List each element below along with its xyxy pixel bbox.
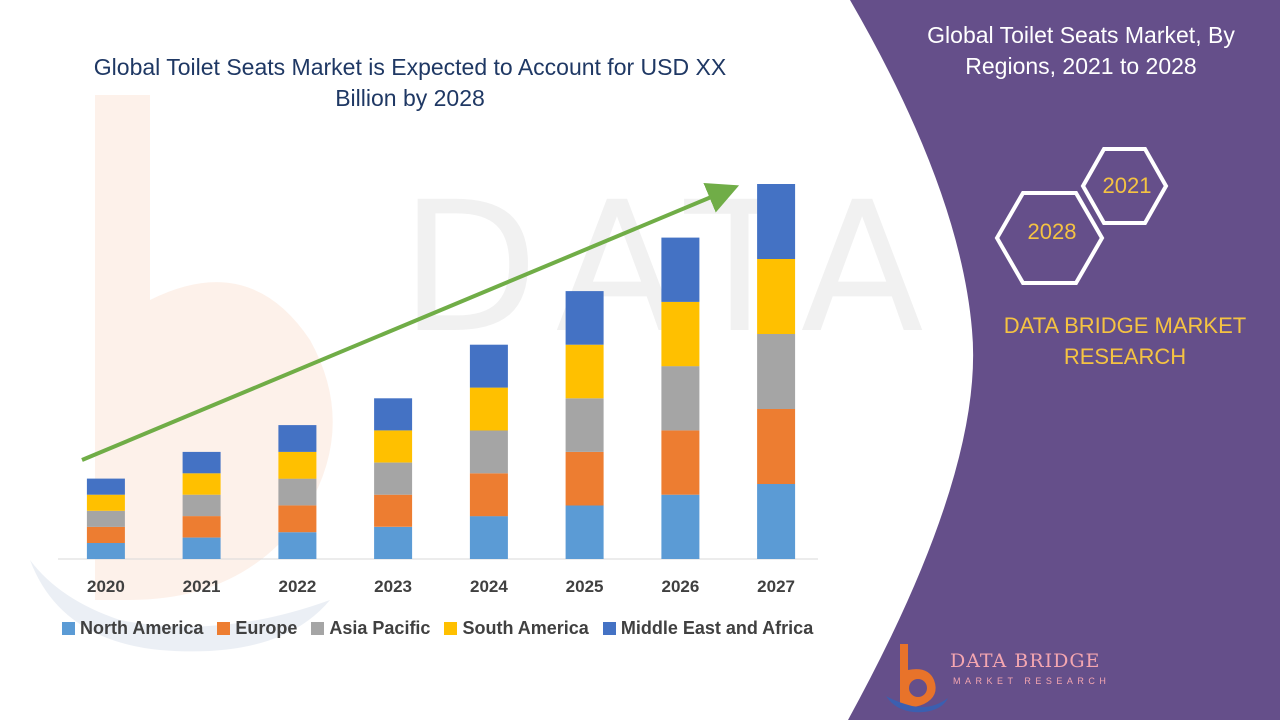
legend-label: South America [462,617,589,638]
bar-2021-series-2 [182,494,221,517]
bar-2025-series-3 [565,344,604,399]
bar-2024-series-1 [469,473,508,517]
hexagon-right-icon [1080,147,1169,225]
bar-2026-series-1 [661,430,700,495]
legend-swatch [217,621,231,635]
bar-2020-series-0 [86,542,125,559]
stacked-bar-chart: 2020 2021 2022 2023 2024 2025 2026 2027 [58,182,818,596]
bar-2026-series-2 [661,366,700,431]
year-hexagons [994,147,1169,285]
bar-2026-series-4 [661,237,700,302]
hex-label-left: 2028 [1027,219,1077,244]
legend-label: Asia Pacific [329,617,431,638]
legend-item: North America [62,618,203,639]
legend-label: Europe [235,617,298,638]
bar-2022-series-0 [278,532,317,559]
bar-2023-series-4 [374,398,413,431]
legend-item: Asia Pacific [311,618,430,639]
trend-arrow [81,182,740,462]
brand-text: DATA BRIDGE MARKET RESEARCH [1003,313,1247,369]
bar-2023-series-3 [374,430,413,463]
bar-2027-series-3 [757,259,796,334]
panel-title: Global Toilet Seats Market, By Regions, … [927,22,1235,79]
legend-swatch [602,621,616,635]
logo-main-text: DATA BRIDGE [950,650,1101,672]
bar-2023-series-1 [374,494,413,527]
legend-swatch [62,621,75,635]
bar-2022-series-1 [278,505,317,533]
bar-2021-series-4 [182,451,221,474]
bar-2027-series-4 [757,184,796,259]
x-tick-label: 2026 [661,577,699,596]
bar-2023-series-2 [374,462,413,495]
bar-2020-series-1 [86,526,125,543]
legend-item: Middle East and Africa [602,617,814,639]
bar-2024-series-2 [469,430,508,474]
bar-2025-series-2 [565,398,604,452]
chart-title: Global Toilet Seats Market is Expected t… [93,54,727,111]
bar-2021-series-1 [182,516,221,538]
chart-legend: North America Europe Asia Pacific South Ame… [62,616,813,640]
bar-2021-series-3 [182,473,221,495]
bar-2022-series-4 [278,425,317,452]
x-tick-label: 2020 [87,577,125,596]
bar-2024-series-4 [469,344,508,388]
bar-2020-series-3 [86,494,125,511]
bar-2025-series-0 [565,505,604,559]
legend-item: South America [444,617,589,639]
hexagon-left-icon [994,191,1105,285]
bar-2024-series-0 [469,516,508,559]
bar-2025-series-1 [565,451,604,506]
hex-label-right: 2021 [1102,173,1152,198]
logo-sub-text: MARKET RESEARCH [953,676,1111,686]
legend-label: Middle East and Africa [620,617,814,638]
bar-2022-series-2 [278,478,317,506]
bar-2027-series-2 [757,334,796,409]
bar-2020-series-4 [86,478,125,495]
legend-swatch [444,621,458,635]
bar-2027-series-1 [757,409,796,484]
x-tick-label: 2022 [278,577,316,596]
bar-2026-series-3 [661,301,700,367]
x-tick-label: 2023 [374,577,412,596]
logo-icon [886,644,948,713]
x-tick-label: 2024 [470,577,508,596]
bar-2027-series-0 [757,484,796,559]
x-tick-label: 2025 [566,577,604,596]
bar-2020-series-2 [86,510,125,527]
x-tick-label: 2027 [757,577,795,596]
bar-2021-series-0 [182,537,221,559]
x-tick-label: 2021 [183,577,221,596]
bar-2026-series-0 [661,494,700,559]
legend-swatch [311,621,325,635]
bar-2025-series-4 [565,291,604,345]
bar-2023-series-0 [374,526,413,559]
bar-2022-series-3 [278,451,317,479]
bar-2024-series-3 [469,387,508,431]
legend-label: North America [80,617,204,638]
legend-item: Europe [217,618,297,639]
